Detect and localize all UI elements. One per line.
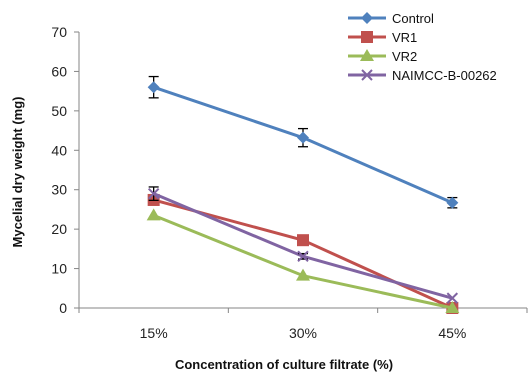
series-naimcc-b-00262 xyxy=(147,186,459,304)
legend-marker xyxy=(361,31,373,43)
series-line xyxy=(153,213,453,310)
legend-label: NAIMCC-B-00262 xyxy=(392,68,497,83)
y-tick-label: 0 xyxy=(59,300,67,316)
legend-item: VR2 xyxy=(348,49,417,64)
y-tick-label: 50 xyxy=(51,103,67,119)
data-point xyxy=(446,196,459,209)
x-tick-labels: 15% 30% 45% xyxy=(140,325,467,341)
y-tick-label: 10 xyxy=(51,261,67,277)
data-point xyxy=(445,301,460,313)
series-control xyxy=(147,75,459,209)
data-point xyxy=(147,81,160,94)
data-point xyxy=(296,268,310,281)
x-tick-label: 45% xyxy=(438,325,466,341)
data-point xyxy=(297,250,309,263)
y-tick-label: 70 xyxy=(51,24,67,40)
y-tick-label: 60 xyxy=(51,63,67,79)
series-lines xyxy=(146,75,460,314)
y-axis-title: Mycelial dry weight (mg) xyxy=(10,97,25,248)
y-tick-label: 30 xyxy=(51,182,67,198)
legend-label: VR1 xyxy=(392,30,417,45)
legend-marker xyxy=(361,69,373,81)
legend-label: VR2 xyxy=(392,49,417,64)
legend-marker xyxy=(361,12,373,24)
y-tick-label: 40 xyxy=(51,142,67,158)
legend-item: VR1 xyxy=(348,30,417,45)
legend-item: NAIMCC-B-00262 xyxy=(348,68,497,83)
data-point xyxy=(297,131,309,144)
data-point xyxy=(297,234,309,247)
x-tick-label: 15% xyxy=(140,325,168,341)
data-point xyxy=(147,187,160,200)
legend-marker xyxy=(360,49,374,61)
x-axis-title: Concentration of culture filtrate (%) xyxy=(175,357,393,372)
y-tick-label: 20 xyxy=(51,221,67,237)
legend: Control VR1 VR2 NAIMCC-B-00262 xyxy=(348,11,497,83)
legend-label: Control xyxy=(392,11,434,26)
y-tick-labels: 0 10 20 30 40 50 60 70 xyxy=(51,24,67,316)
data-point xyxy=(146,208,161,221)
series-vr2 xyxy=(146,208,460,313)
legend-item: Control xyxy=(348,11,434,26)
x-tick-label: 30% xyxy=(289,325,317,341)
data-point xyxy=(446,292,459,304)
